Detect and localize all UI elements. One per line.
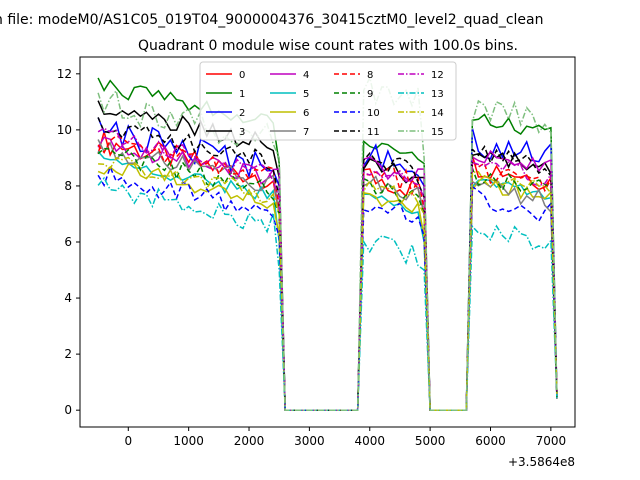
y-tick-label: 0 [64, 403, 72, 417]
legend-label-10: 10 [367, 108, 380, 119]
legend-label-5: 5 [303, 89, 309, 100]
x-axis-offset-label: +3.5864e8 [508, 455, 575, 469]
legend-label-0: 0 [239, 70, 245, 81]
x-tick-label: 6000 [475, 434, 506, 448]
y-tick-label: 12 [57, 67, 72, 81]
series-line-14 [98, 156, 558, 411]
y-tick-label: 4 [64, 291, 72, 305]
legend-label-6: 6 [303, 108, 309, 119]
x-tick-label: 7000 [536, 434, 567, 448]
x-tick-label: 0 [124, 434, 132, 448]
legend-label-7: 7 [303, 127, 309, 138]
legend-label-9: 9 [367, 89, 373, 100]
x-axis-ticks: 0 1000 2000 3000 4000 5000 6000 7000 [124, 427, 566, 448]
x-tick-label: 2000 [234, 434, 265, 448]
series-layer [97, 75, 558, 411]
legend-label-8: 8 [367, 70, 373, 81]
legend-label-1: 1 [239, 89, 245, 100]
chart-title: Quadrant 0 module wise count rates with … [138, 38, 518, 54]
y-axis-ticks: 0 2 4 6 8 10 12 [57, 67, 80, 417]
figure-suptitle: n file: modeM0/AS1C05_019T04_9000004376_… [0, 12, 543, 28]
series-line-15 [97, 75, 558, 411]
legend-box [199, 61, 457, 141]
x-tick-label: 1000 [173, 434, 204, 448]
legend-label-14: 14 [431, 108, 444, 119]
y-tick-label: 8 [64, 179, 72, 193]
y-tick-label: 6 [64, 235, 72, 249]
x-tick-label: 3000 [294, 434, 325, 448]
y-tick-label: 2 [64, 347, 72, 361]
legend-label-12: 12 [431, 70, 444, 81]
legend-label-15: 15 [431, 127, 444, 138]
legend-label-2: 2 [239, 108, 245, 119]
legend-label-11: 11 [367, 127, 380, 138]
series-line-13 [97, 176, 558, 411]
x-tick-label: 4000 [354, 434, 385, 448]
x-tick-label: 5000 [415, 434, 446, 448]
legend-label-13: 13 [431, 89, 444, 100]
legend-label-4: 4 [303, 70, 309, 81]
y-tick-label: 10 [57, 123, 72, 137]
legend-label-3: 3 [239, 127, 245, 138]
